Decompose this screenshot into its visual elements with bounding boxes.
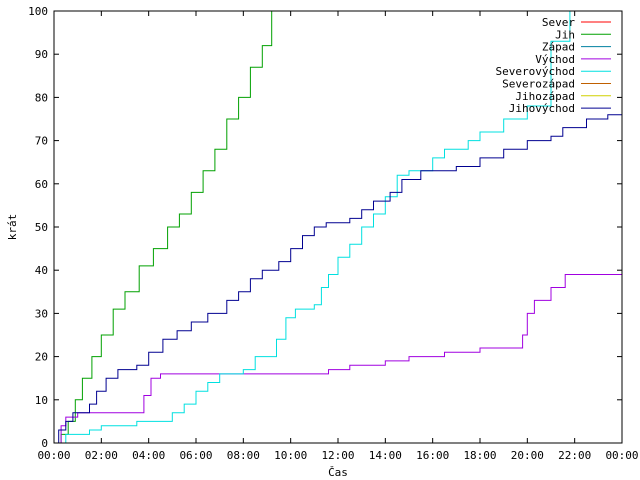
x-tick-label: 18:00 (463, 449, 496, 462)
x-tick-label: 22:00 (558, 449, 591, 462)
legend-label: Jihovýchod (509, 102, 575, 115)
x-tick-label: 10:00 (274, 449, 307, 462)
y-tick-label: 40 (35, 264, 48, 277)
y-tick-label: 70 (35, 135, 48, 148)
x-tick-label: 20:00 (511, 449, 544, 462)
y-tick-label: 10 (35, 394, 48, 407)
legend-label: Západ (542, 41, 575, 54)
y-tick-label: 30 (35, 307, 48, 320)
y-tick-label: 0 (41, 437, 48, 450)
y-tick-label: 90 (35, 48, 48, 61)
legend: SeverJihZápadVýchodSeverovýchodSeverozáp… (496, 16, 611, 115)
x-tick-label: 16:00 (416, 449, 449, 462)
legend-label: Sever (542, 16, 575, 29)
legend-label: Jih (555, 28, 575, 41)
y-axis-label: krát (6, 214, 19, 241)
x-axis-label: Čas (328, 466, 348, 479)
legend-label: Jihozápad (515, 90, 575, 103)
y-tick-label: 50 (35, 221, 48, 234)
legend-label: Severovýchod (496, 65, 575, 78)
series-line-4 (54, 11, 571, 443)
y-tick-label: 60 (35, 178, 48, 191)
y-tick-label: 80 (35, 91, 48, 104)
x-tick-label: 08:00 (227, 449, 260, 462)
series-line-1 (54, 11, 273, 443)
plot-frame (53, 10, 623, 444)
x-tick-label: 06:00 (179, 449, 212, 462)
y-tick-label: 20 (35, 351, 48, 364)
legend-label: Severozápad (502, 78, 575, 91)
x-tick-label: 00:00 (605, 449, 638, 462)
legend-label: Východ (535, 53, 575, 66)
series-line-3 (54, 274, 622, 443)
x-tick-label: 00:00 (37, 449, 70, 462)
series-line-7 (54, 114, 622, 443)
x-tick-label: 12:00 (321, 449, 354, 462)
y-tick-label: 100 (28, 5, 48, 18)
x-tick-label: 02:00 (85, 449, 118, 462)
x-tick-label: 14:00 (369, 449, 402, 462)
x-tick-label: 04:00 (132, 449, 165, 462)
